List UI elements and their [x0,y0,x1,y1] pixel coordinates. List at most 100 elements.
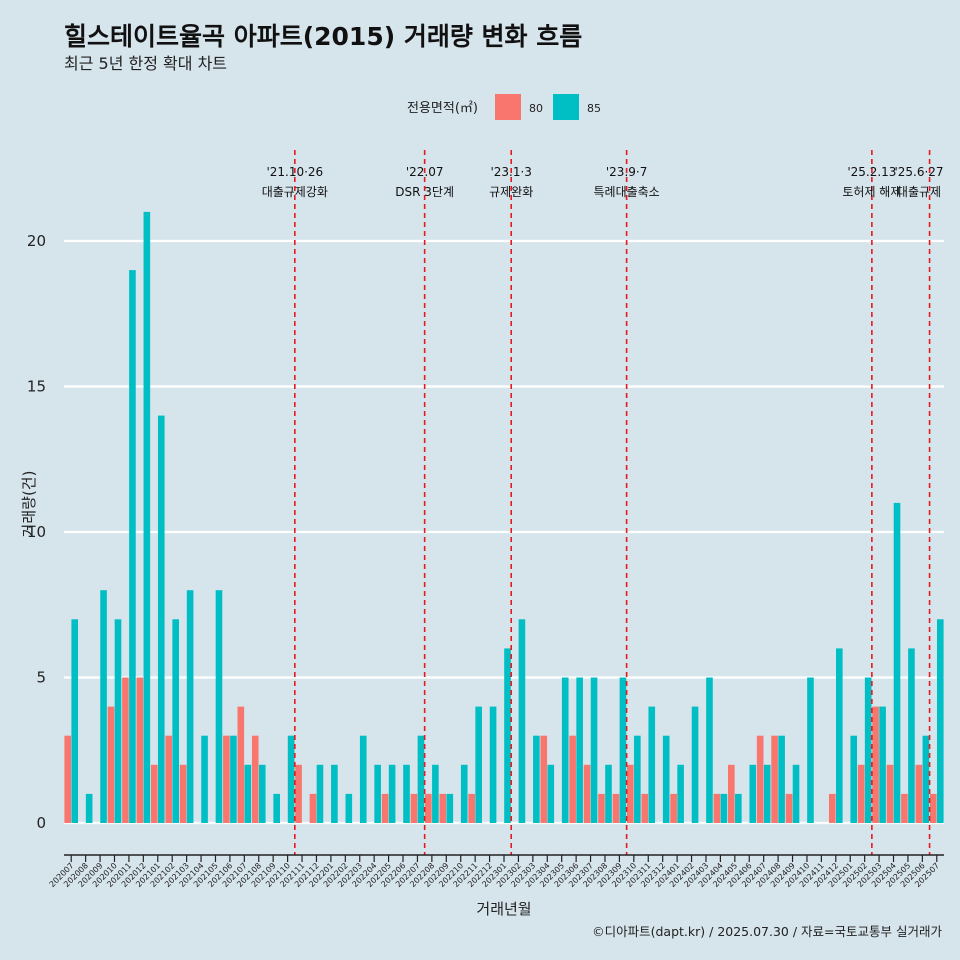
bar-80-202309 [612,793,620,823]
x-axis-title: 거래년월 [476,900,531,918]
bar-85-202211 [475,706,482,823]
bar-85-202203 [359,735,367,823]
bar-85-202404 [720,793,728,823]
bar-85-202305 [561,677,569,823]
bar-85-202303 [533,735,540,823]
bar-85-202206 [403,764,410,823]
bar-85-202402 [691,706,699,823]
bar-80-202205 [381,793,389,823]
bar-85-202103 [186,590,194,823]
bar-85-202410 [807,677,814,823]
bar-85-202205 [388,764,396,823]
event-label: 대출규제강화 [262,185,328,199]
bar-85-202304 [547,764,555,823]
bar-85-202009 [100,590,107,823]
bar-85-202010 [114,619,122,823]
bar-85-202504 [893,502,901,823]
bar-85-202204 [374,764,381,823]
event-label: DSR 3단계 [395,185,454,199]
bar-85-202306 [576,677,583,823]
bar-85-202209 [446,793,454,823]
bar-85-202109 [273,793,280,823]
bar-80-202112 [309,793,317,823]
legend: 전용면적(㎡) 80 85 [407,94,601,120]
bar-80-202103 [179,764,187,823]
bar-85-202311 [648,706,656,823]
bar-85-202409 [792,764,800,823]
legend-swatch-85 [553,94,579,120]
y-axis-ticks: 0 5 10 15 20 [27,232,46,832]
y-axis-title: 거래량(건) [20,471,38,538]
bar-85-202101 [157,415,165,823]
bar-80-202106 [223,735,230,823]
y-tick-label: 0 [36,814,46,832]
y-tick-label: 15 [27,378,46,396]
event-label: 대출규제 [897,185,941,199]
bar-80-202407 [756,735,764,823]
bar-80-202209 [439,793,447,823]
event-date: '23.1·3 [490,165,531,179]
bar-85-202107 [244,764,252,823]
bar-85-202408 [778,735,785,823]
bar-80-202502 [857,764,865,823]
bar-85-202406 [749,764,757,823]
bar-80-202409 [785,793,793,823]
bar-80-202211 [468,793,475,823]
legend-title: 전용면적(㎡) [407,101,478,116]
bar-85-202307 [590,677,598,823]
bar-80-202108 [251,735,259,823]
bar-85-202506 [922,735,930,823]
bar-80-202306 [569,735,576,823]
bar-80-202010 [107,706,115,823]
bar-85-202309 [619,677,627,823]
bar-80-202307 [583,764,591,823]
event-label: 특례대출축소 [593,185,659,199]
bar-80-202102 [165,735,172,823]
bar-85-202503 [879,706,886,823]
bar-80-202012 [136,677,144,823]
bars [64,211,944,824]
bar-85-202407 [763,764,771,823]
bar-80-202007 [64,735,72,823]
bar-80-202503 [872,706,879,823]
bar-80-202311 [641,793,649,823]
bar-85-202008 [85,793,93,823]
bar-85-202105 [215,590,223,823]
bar-80-202506 [915,764,923,823]
bar-85-202405 [735,793,742,823]
bar-85-202201 [331,764,338,823]
bar-80-202412 [828,793,836,823]
event-label: 토허제 해제 [842,185,901,199]
bar-80-202208 [425,793,432,823]
bar-80-202101 [150,764,158,823]
bar-85-202412 [836,648,843,823]
bar-85-202401 [677,764,684,823]
bar-80-202401 [670,793,677,823]
chart-title: 힐스테이트율곡 아파트(2015) 거래량 변화 흐름 [64,22,582,51]
y-tick-label: 10 [27,523,46,541]
legend-swatch-80 [495,94,521,120]
event-date: '23.9·7 [606,165,647,179]
bar-85-202210 [460,764,468,823]
bar-80-202505 [901,793,908,823]
bar-80-202504 [886,764,894,823]
bar-85-202301 [504,648,511,823]
bar-85-202507 [936,619,944,823]
bar-85-202302 [518,619,526,823]
y-tick-label: 20 [27,232,46,250]
event-date: '21.10·26 [266,165,323,179]
chart-subtitle: 최근 5년 한정 확대 차트 [64,54,227,73]
bar-80-202310 [627,764,634,823]
bar-85-202112 [316,764,324,823]
y-tick-label: 5 [36,669,46,687]
bar-85-202108 [258,764,266,823]
event-date: '25.6·27 [894,165,943,179]
bar-85-202208 [432,764,439,823]
bar-85-202310 [634,735,641,823]
bar-85-202104 [201,735,208,823]
bar-85-202011 [129,270,136,824]
event-date: '25.2.13 [847,165,896,179]
bar-85-202102 [172,619,180,823]
bar-85-202501 [850,735,858,823]
